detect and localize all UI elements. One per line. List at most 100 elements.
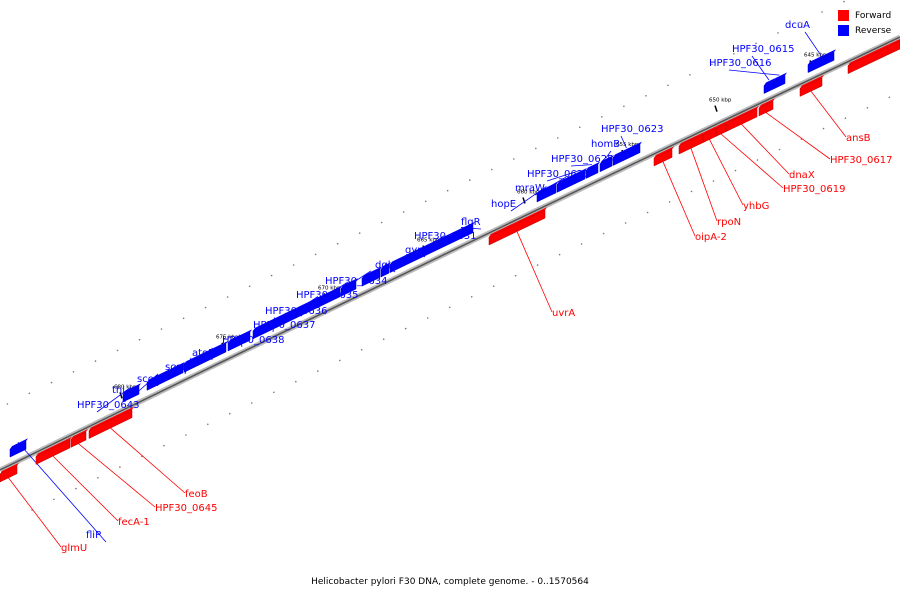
tick-label: 655 kbp — [616, 142, 639, 148]
gene-label-HPF30_0617: HPF30_0617 — [830, 155, 892, 166]
scale-dot — [602, 232, 605, 235]
gene-label-HPF30_0615: HPF30_0615 — [732, 44, 794, 55]
gene-block-HPF30_0623: HPF30_0623 — [612, 141, 642, 166]
gene-block-homB: homB — [599, 155, 614, 173]
scale-dot — [536, 264, 539, 266]
gene-block-thl: thl — [146, 368, 171, 391]
scale-dot — [317, 370, 319, 372]
scale-dot — [623, 105, 625, 108]
legend-forward: Forward — [838, 8, 891, 23]
scale-dot — [207, 423, 209, 426]
callout-dcuA — [804, 31, 822, 56]
scale-dot — [380, 221, 383, 224]
gene-label-HPF30_0616: HPF30_0616 — [709, 58, 771, 69]
minor-tick-dots — [6, 0, 891, 511]
scale-dot — [75, 487, 77, 490]
scale-dot — [668, 201, 671, 203]
scale-dot — [163, 444, 165, 447]
scale-dot — [402, 211, 405, 213]
gene-label-gyrA: gyrA — [405, 245, 428, 256]
scale-dot — [336, 242, 339, 245]
scale-dot — [138, 338, 141, 341]
scale-dot — [251, 402, 253, 404]
tick-label: 675 kbp — [216, 335, 239, 341]
callout-HPF30_0619 — [720, 133, 784, 189]
scale-dot — [755, 42, 757, 45]
tick-label: 665 kbp — [417, 238, 440, 244]
scale-dot — [470, 296, 473, 298]
scale-dot — [424, 200, 427, 203]
gene-label-HPF30_0645: HPF30_0645 — [155, 503, 217, 514]
gene-label-dgkA: dgkA — [375, 260, 400, 271]
gene-block-dcuA: dcuA — [807, 49, 836, 74]
scale-ticks: 645 kbp 650 kbp 655 kbp 660 kbp 665 kbp 670 k… — [114, 52, 827, 399]
gene-label-thl: thl — [112, 385, 125, 396]
gene-label-flgR: flgR — [461, 217, 481, 228]
scale-dot — [182, 317, 185, 320]
tick-label: 670 kbp — [318, 285, 341, 291]
gene-label-HPF30_0626: HPF30_0626 — [527, 169, 589, 180]
callout-ansB — [810, 90, 847, 138]
callout-fecA-1 — [52, 455, 119, 522]
scale-dot — [469, 179, 471, 181]
scale-dot — [492, 285, 495, 288]
scale-dot — [360, 349, 363, 351]
scale-dot — [844, 117, 847, 119]
scale-dot — [72, 371, 75, 373]
gene-label-glmU: glmU — [61, 543, 87, 554]
gene-label-fliP: fliP — [86, 530, 101, 541]
forward-swatch — [838, 10, 849, 21]
gene-label-HPF30_0637: HPF30_0637 — [253, 320, 315, 331]
gene-label-HPF30_0619: HPF30_0619 — [783, 184, 845, 195]
gene-block-feoB: feoB — [88, 406, 134, 439]
scale-dot — [292, 264, 295, 266]
legend-reverse: Reverse — [838, 23, 891, 38]
gene-block-HPF30_0638: HPF30_0638 — [227, 329, 252, 352]
scale-dot — [799, 21, 801, 24]
scale-dot — [645, 95, 647, 97]
gene-label-mraW: mraW — [515, 183, 545, 194]
scale-dot — [53, 498, 55, 501]
gene-block-hopE: hopE — [536, 181, 558, 203]
gene-label-fecA-1: fecA-1 — [118, 517, 150, 528]
scale-dot — [6, 403, 9, 405]
gene-label-HPF30_0631: HPF30_0631 — [414, 231, 476, 242]
scale-dot — [229, 412, 231, 415]
scale-dot — [712, 180, 715, 182]
scale-dot — [204, 306, 207, 309]
callout-HPF30_0626 — [546, 169, 581, 182]
scale-dot — [226, 296, 229, 298]
scale-dot — [558, 253, 561, 256]
callout-uvrA — [516, 231, 553, 313]
tick-mark — [522, 197, 526, 204]
scale-dot — [777, 32, 779, 34]
gene-label-scoB: scoB — [165, 362, 189, 373]
callout-HPF30_0617 — [765, 112, 831, 160]
gene-block-HPF30_0617: HPF30_0617 — [758, 98, 775, 117]
callout-HPF30_0616 — [728, 69, 780, 76]
callout-lines — [8, 31, 847, 548]
scale-dot — [888, 96, 891, 99]
scale-dot — [821, 11, 823, 13]
scale-dot — [446, 189, 449, 192]
gene-block-fliP: fliP — [9, 438, 28, 458]
tick-label: 680 kbp — [114, 384, 137, 390]
callout-homB — [605, 150, 612, 159]
gene-label-yhbG: yhbG — [743, 201, 769, 212]
gene-label-rpoN: rpoN — [717, 217, 741, 228]
gene-block-fecA-1: fecA-1 — [35, 436, 72, 465]
gene-label-uvrA: uvrA — [552, 308, 575, 319]
genome-caption: Helicobacter pylori F30 DNA, complete ge… — [311, 577, 589, 587]
scale-dot — [513, 158, 515, 160]
gene-block-HPF30_0645: HPF30_0645 — [70, 429, 88, 448]
callout-HPF30_0623 — [620, 135, 627, 149]
scale-dot — [273, 391, 275, 394]
gene-label-hopE: hopE — [491, 199, 516, 210]
gene-label-HPF30_0635: HPF30_0635 — [296, 290, 358, 301]
gene-block-scoB: scoB — [183, 354, 200, 373]
gene-block-glmU: glmU — [0, 462, 19, 483]
gene-label-HPF30_0638: HPF30_0638 — [222, 335, 284, 346]
scale-dot — [119, 466, 121, 468]
gene-block-oipA-2: oipA-2 — [653, 146, 674, 167]
